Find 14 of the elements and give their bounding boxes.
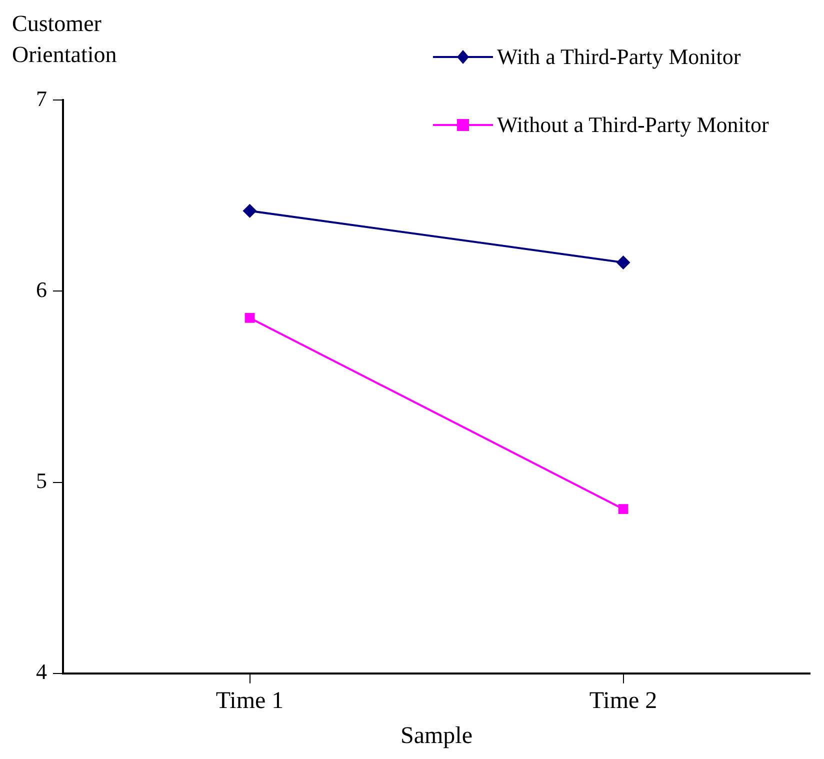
y-tick-label: 6 <box>36 276 47 302</box>
y-axis-title: Customer Orientation <box>12 10 118 69</box>
x-tick-label: Time 2 <box>589 688 658 714</box>
point <box>244 312 255 323</box>
y-tick-label: 5 <box>36 468 47 494</box>
x-axis-title: Sample <box>400 722 472 749</box>
y-tick-label: 7 <box>36 86 47 111</box>
legend-label: Without a Third-Party Monitor <box>497 112 769 138</box>
point <box>618 504 628 514</box>
y-tick-label: 4 <box>36 659 47 684</box>
x-tick-label: Time 1 <box>216 688 284 714</box>
point <box>242 204 257 218</box>
point <box>616 255 630 270</box>
legend-label: With a Third-Party Monitor <box>497 44 741 70</box>
